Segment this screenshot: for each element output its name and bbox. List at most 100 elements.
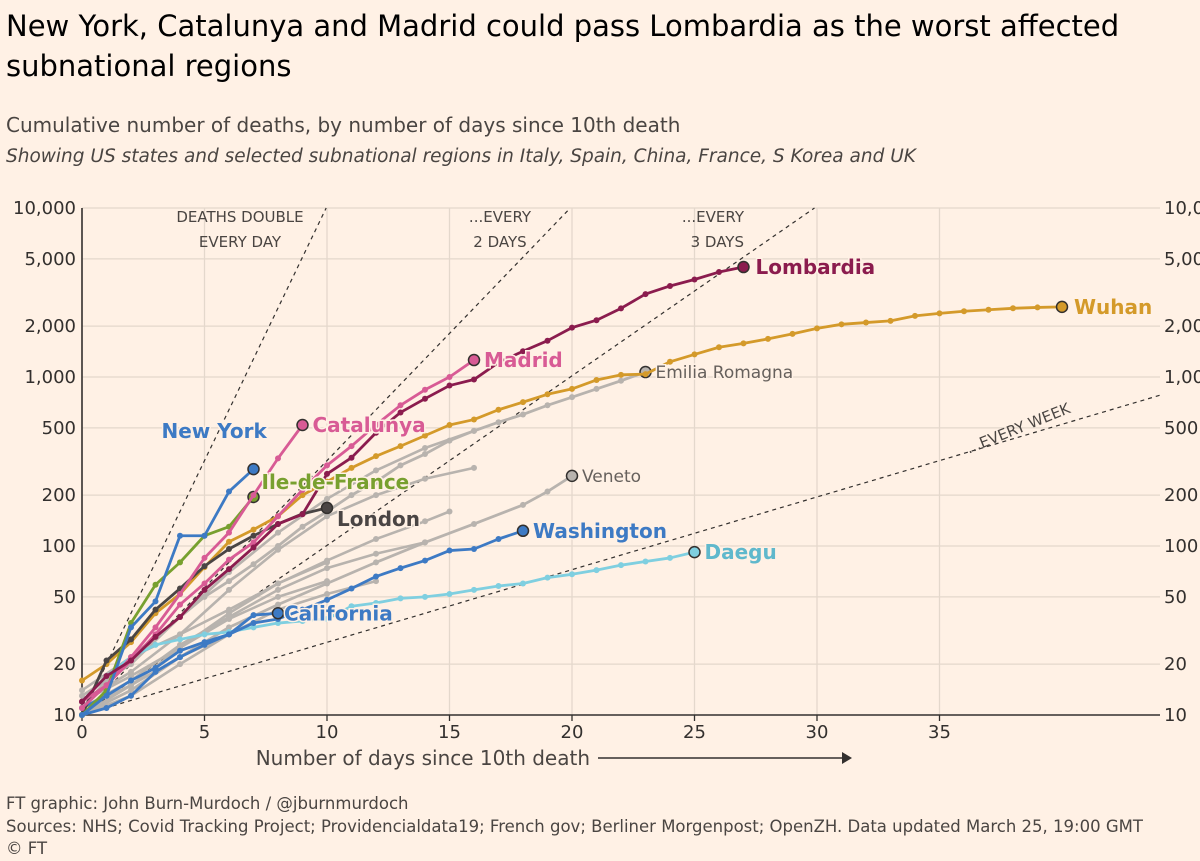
series-point-daegu (446, 590, 453, 597)
series-point-emilia-romagna (373, 478, 379, 485)
series-point-lombardia (618, 305, 624, 312)
series-label-daegu: Daegu (705, 540, 777, 564)
series-point-daegu (348, 603, 355, 610)
series-point-daegu (471, 586, 477, 593)
other-series-point (422, 518, 428, 525)
series-point-madrid (348, 443, 355, 450)
series-point-veneto (471, 520, 477, 527)
series-line-lombardia (80, 265, 744, 703)
series-point-wuhan (324, 478, 330, 485)
series-point-catalunya (201, 554, 208, 561)
series-point-daegu (520, 580, 526, 587)
series-point-emilia-romagna (397, 462, 404, 469)
series-point-washington (103, 705, 110, 712)
series-point-lombardia (324, 470, 330, 477)
highlighted-series (79, 260, 1069, 718)
x-axis-arrow-head (842, 752, 852, 764)
footer-copyright: © FT (6, 839, 48, 858)
guide-label-2: ...EVERY (469, 208, 532, 226)
series-point-daegu (422, 593, 428, 600)
series-point-madrid (324, 462, 330, 469)
series-point-lombardia (152, 633, 159, 640)
guide-line-1 (81, 207, 327, 716)
series-point-daegu (495, 582, 502, 589)
series-point-wuhan (838, 321, 845, 328)
y-tick-label-left: 1,000 (24, 367, 76, 388)
other-series-point (128, 673, 134, 680)
x-tick-label: 25 (683, 722, 706, 743)
series-point-california (128, 677, 134, 684)
x-tick-label: 5 (199, 722, 210, 743)
series-point-washington (397, 565, 404, 572)
series-point-washington (250, 620, 257, 627)
series-point-wuhan (544, 391, 551, 398)
grid (82, 207, 1160, 715)
series-point-london (103, 657, 110, 664)
series-point-wuhan (79, 677, 85, 684)
y-tick-label-left: 20 (53, 654, 76, 675)
y-tick-label-left: 5,000 (24, 249, 76, 270)
series-line-daegu (80, 550, 695, 703)
series-point-wuhan (814, 325, 820, 332)
series-point-wuhan (1010, 305, 1016, 312)
series-label-london: London (337, 507, 420, 531)
other-series-point (324, 559, 330, 566)
series-point-catalunya (177, 590, 183, 597)
series-point-wuhan (667, 358, 673, 365)
guide-label-1: EVERY DAY (199, 233, 282, 251)
series-end-marker-madrid (467, 353, 481, 367)
series-point-emilia-romagna (299, 523, 306, 530)
series-end-marker-new-york (247, 462, 260, 476)
series-point-washington (177, 654, 183, 661)
series-end-marker-daegu (688, 545, 701, 559)
series-point-new-york (103, 692, 110, 699)
y-tick-label-right: 10,000 (1164, 198, 1200, 219)
series-point-catalunya (152, 624, 159, 631)
series-point-veneto (128, 687, 134, 694)
series-label-veneto: Veneto (582, 467, 641, 487)
other-series-point (446, 508, 453, 515)
series-point-catalunya (79, 705, 85, 712)
series-point-emilia-romagna (520, 411, 526, 418)
series-point-emilia-romagna (250, 561, 257, 568)
other-series-point (422, 445, 428, 452)
series-end-marker-catalunya (296, 418, 309, 432)
series-point-daegu (299, 617, 306, 624)
series-point-wuhan (348, 464, 355, 471)
series-point-catalunya (275, 455, 281, 462)
other-series-point (79, 692, 85, 699)
series-point-california (226, 631, 232, 638)
y-tick-label-left: 10 (53, 705, 76, 726)
series-point-wuhan (961, 308, 967, 315)
series-point-emilia-romagna (471, 427, 477, 434)
series-point-veneto (324, 580, 330, 587)
series-end-marker-california (271, 607, 285, 620)
y-tick-label-right: 200 (1164, 485, 1198, 506)
other-series-point (226, 606, 232, 613)
series-end-marker-london (320, 501, 334, 515)
other-series-point (226, 586, 232, 593)
direct-labels: Lombardia Wuhan Madrid Catalunya New York Ile… (160, 254, 1154, 627)
series-point-wuhan (863, 319, 869, 326)
y-tick-label-right: 10 (1164, 705, 1187, 726)
series-point-california (152, 664, 159, 671)
series-point-emilia-romagna (348, 492, 355, 499)
other-series-point (226, 615, 232, 622)
other-series-line (81, 541, 426, 710)
footer-sources: Sources: NHS; Covid Tracking Project; Pr… (6, 817, 1143, 836)
other-series-point (373, 492, 379, 499)
series-point-lombardia (348, 454, 355, 461)
y-tick-label-right: 500 (1164, 418, 1198, 439)
series-point-london (226, 545, 232, 552)
series-point-new-york (79, 712, 85, 718)
series-point-wuhan (520, 399, 526, 406)
series-label-wuhan: Wuhan (1074, 295, 1152, 319)
series-point-lombardia (520, 348, 526, 355)
series-point-lombardia (79, 698, 85, 705)
series-point-lombardia (691, 276, 698, 283)
series-label-catalunya: Catalunya (313, 413, 426, 437)
series-point-new-york (226, 488, 232, 495)
series-point-daegu (593, 567, 600, 574)
other-series-point (275, 529, 281, 536)
series-point-new-york (128, 624, 134, 631)
